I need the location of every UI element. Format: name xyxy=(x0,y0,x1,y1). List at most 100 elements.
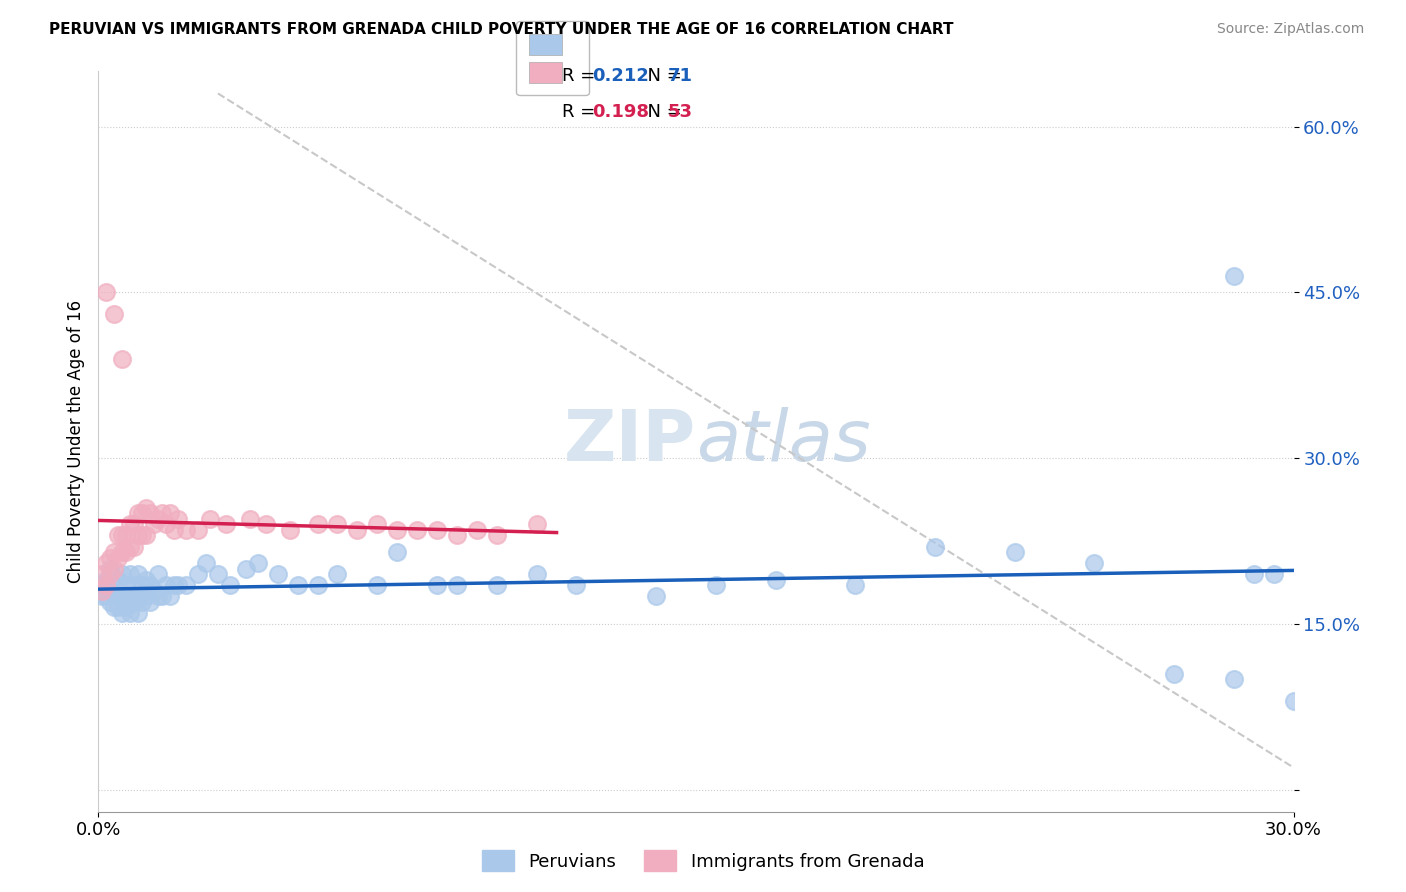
Point xyxy=(326,567,349,582)
Point xyxy=(1004,545,1026,559)
Point xyxy=(103,561,125,575)
Point xyxy=(107,600,129,615)
Point xyxy=(143,583,166,598)
Point xyxy=(167,512,190,526)
Point xyxy=(115,589,138,603)
Point xyxy=(107,528,129,542)
Point xyxy=(446,528,468,542)
Point xyxy=(115,600,138,615)
Text: N =: N = xyxy=(636,103,688,120)
Point xyxy=(307,517,329,532)
Point xyxy=(1282,694,1305,708)
Point xyxy=(174,523,197,537)
Point xyxy=(844,578,866,592)
Point xyxy=(111,606,134,620)
Legend: Peruvians, Immigrants from Grenada: Peruvians, Immigrants from Grenada xyxy=(475,843,931,879)
Point xyxy=(111,567,134,582)
Point xyxy=(127,567,149,582)
Legend: , : , xyxy=(516,21,589,95)
Point xyxy=(96,578,118,592)
Point xyxy=(1083,556,1105,570)
Point xyxy=(98,567,122,582)
Point xyxy=(526,567,548,582)
Point xyxy=(366,517,388,532)
Point xyxy=(98,561,122,575)
Point xyxy=(135,500,157,515)
Text: 0.212: 0.212 xyxy=(592,67,648,85)
Point xyxy=(385,545,409,559)
Point xyxy=(150,507,173,521)
Point xyxy=(235,561,257,575)
Text: Source: ZipAtlas.com: Source: ZipAtlas.com xyxy=(1216,22,1364,37)
Point xyxy=(124,517,146,532)
Point xyxy=(120,567,142,582)
Point xyxy=(139,595,162,609)
Point xyxy=(96,556,118,570)
Point xyxy=(366,578,388,592)
Point xyxy=(187,567,209,582)
Text: 53: 53 xyxy=(668,103,693,120)
Point xyxy=(120,517,142,532)
Point xyxy=(120,589,142,603)
Point xyxy=(645,589,668,603)
Point xyxy=(115,528,138,542)
Point xyxy=(111,528,134,542)
Point xyxy=(155,578,177,592)
Point xyxy=(385,523,409,537)
Point xyxy=(187,523,209,537)
Point xyxy=(96,589,118,603)
Text: R =: R = xyxy=(562,103,602,120)
Point xyxy=(91,583,114,598)
Point xyxy=(1223,672,1246,686)
Point xyxy=(924,540,946,554)
Point xyxy=(143,517,166,532)
Point xyxy=(115,545,138,559)
Point xyxy=(163,523,186,537)
Point xyxy=(174,578,197,592)
Point xyxy=(127,528,149,542)
Point xyxy=(135,573,157,587)
Point xyxy=(115,578,138,592)
Point xyxy=(219,578,242,592)
Point xyxy=(127,589,149,603)
Point xyxy=(207,567,229,582)
Point xyxy=(565,578,588,592)
Point xyxy=(426,578,449,592)
Point xyxy=(131,595,153,609)
Text: PERUVIAN VS IMMIGRANTS FROM GRENADA CHILD POVERTY UNDER THE AGE OF 16 CORRELATIO: PERUVIAN VS IMMIGRANTS FROM GRENADA CHIL… xyxy=(49,22,953,37)
Text: atlas: atlas xyxy=(696,407,870,476)
Point xyxy=(246,556,269,570)
Point xyxy=(148,589,170,603)
Point xyxy=(163,578,186,592)
Point xyxy=(1243,567,1265,582)
Point xyxy=(91,589,114,603)
Point xyxy=(159,589,181,603)
Text: R =: R = xyxy=(562,67,602,85)
Point xyxy=(124,595,146,609)
Point xyxy=(107,589,129,603)
Point xyxy=(704,578,727,592)
Point xyxy=(124,578,146,592)
Point xyxy=(131,578,153,592)
Point xyxy=(307,578,329,592)
Point xyxy=(326,517,349,532)
Point xyxy=(278,523,301,537)
Point xyxy=(103,578,125,592)
Point xyxy=(135,528,157,542)
Point xyxy=(103,545,125,559)
Point xyxy=(526,517,548,532)
Point xyxy=(465,523,488,537)
Point xyxy=(98,595,122,609)
Point xyxy=(131,507,153,521)
Point xyxy=(96,285,118,300)
Point xyxy=(426,523,449,537)
Point xyxy=(150,589,173,603)
Point xyxy=(155,517,177,532)
Point xyxy=(254,517,277,532)
Point xyxy=(139,578,162,592)
Text: ZIP: ZIP xyxy=(564,407,696,476)
Point xyxy=(111,351,134,366)
Point xyxy=(103,308,125,322)
Text: 0.198: 0.198 xyxy=(592,103,650,120)
Point xyxy=(267,567,290,582)
